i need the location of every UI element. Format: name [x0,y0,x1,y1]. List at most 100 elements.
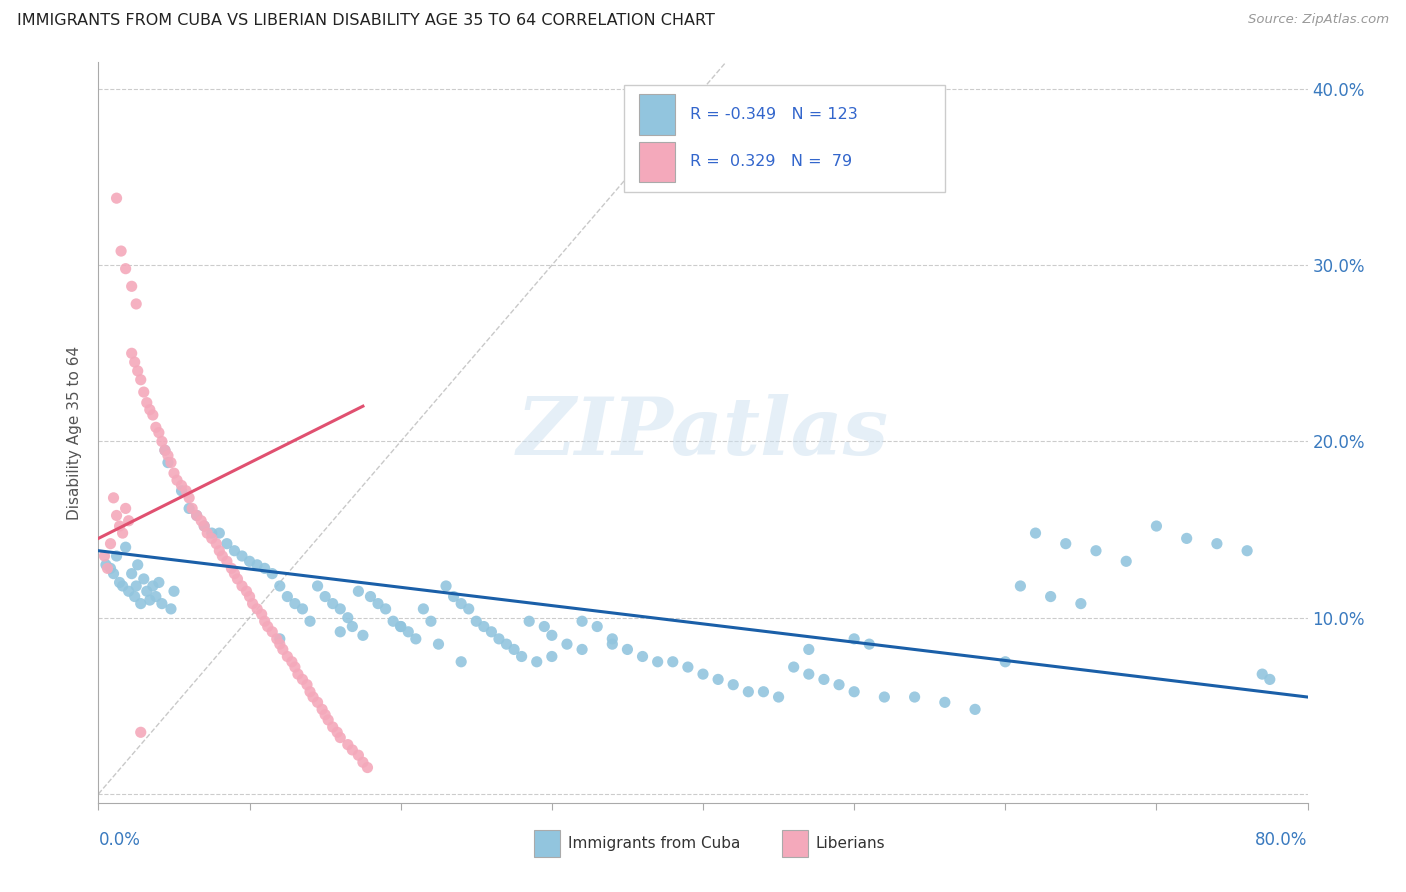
Point [1085,543,1108,558]
Point [342,743,364,757]
Point [723,678,745,692]
Point [201,532,224,546]
Point [1206,536,1229,550]
Point [103,566,125,581]
Point [352,628,374,642]
Point [226,572,249,586]
Point [326,725,349,739]
Point [844,632,866,646]
Point [299,614,322,628]
Point [132,385,155,400]
Point [262,624,284,639]
Point [124,590,146,604]
Text: ZIPatlas: ZIPatlas [517,394,889,471]
Point [336,610,359,624]
Point [96,561,118,575]
Point [347,748,370,763]
Point [389,619,412,633]
Point [307,695,329,709]
Text: R =  0.329   N =  79: R = 0.329 N = 79 [690,154,852,169]
Point [295,678,318,692]
Point [269,579,291,593]
Point [156,449,179,463]
Point [322,597,344,611]
Point [105,191,128,205]
Point [239,554,262,568]
Point [510,649,533,664]
Text: 0.0%: 0.0% [98,831,141,849]
Point [195,526,218,541]
Point [108,519,131,533]
Point [768,690,790,704]
Point [1039,590,1062,604]
Point [114,540,136,554]
Point [100,561,122,575]
Point [540,628,562,642]
Point [127,558,149,572]
Point [1070,597,1092,611]
Point [94,558,117,572]
Point [342,619,364,633]
Point [329,602,352,616]
Point [266,632,288,646]
Point [269,632,291,646]
Point [1175,532,1198,546]
Point [231,579,253,593]
Point [262,566,284,581]
Point [100,536,122,550]
Point [692,667,714,681]
FancyBboxPatch shape [782,830,808,857]
Point [661,655,683,669]
Point [170,483,193,498]
Point [281,655,304,669]
Point [118,514,141,528]
Point [1251,667,1274,681]
Point [676,660,699,674]
Point [488,632,510,646]
Point [450,597,472,611]
Point [127,364,149,378]
Point [224,543,246,558]
Point [1236,543,1258,558]
Point [205,536,228,550]
Point [1010,579,1032,593]
Point [181,501,204,516]
Point [396,624,419,639]
Point [174,483,197,498]
Point [256,619,278,633]
Point [540,649,562,664]
Point [352,756,374,770]
Point [356,760,378,774]
Point [111,579,134,593]
Point [443,590,465,604]
Point [193,519,215,533]
Point [231,549,253,563]
Point [434,579,457,593]
Point [1115,554,1137,568]
Point [360,590,382,604]
Point [190,514,212,528]
Point [844,685,866,699]
Point [1258,673,1281,687]
Point [307,579,329,593]
Point [427,637,450,651]
Point [93,549,115,563]
Point [160,456,183,470]
Point [457,602,479,616]
Point [103,491,125,505]
Point [179,491,201,505]
Point [813,673,835,687]
Point [797,667,820,681]
Point [242,597,264,611]
Point [239,590,262,604]
Point [299,685,322,699]
Point [150,597,173,611]
Point [160,602,183,616]
Point [246,558,269,572]
Y-axis label: Disability Age 35 to 64: Disability Age 35 to 64 [67,345,83,520]
Point [110,244,132,258]
Point [121,566,143,581]
Point [129,597,152,611]
Point [135,395,157,409]
Point [322,720,344,734]
